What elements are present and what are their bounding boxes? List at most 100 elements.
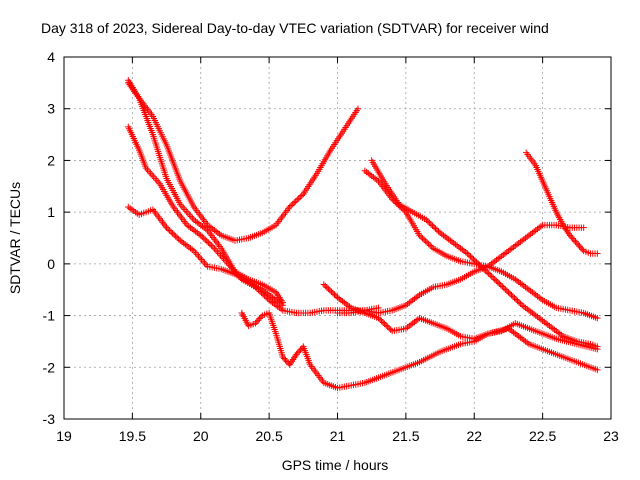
x-tick-label: 22.5 bbox=[529, 428, 556, 444]
data-point bbox=[173, 234, 181, 241]
data-point bbox=[485, 270, 492, 277]
data-point bbox=[594, 366, 601, 374]
data-point bbox=[378, 317, 385, 325]
data-point bbox=[252, 320, 259, 327]
data-point bbox=[279, 299, 286, 306]
data-point bbox=[483, 268, 491, 276]
data-point bbox=[419, 235, 426, 242]
x-tick-label: 22 bbox=[466, 428, 482, 444]
data-point bbox=[422, 237, 429, 245]
data-point bbox=[490, 274, 497, 282]
data-point bbox=[172, 233, 179, 240]
data-point bbox=[293, 351, 300, 358]
x-tick-label: 21 bbox=[330, 428, 346, 444]
series-track-10 bbox=[523, 149, 601, 257]
data-point bbox=[297, 193, 304, 201]
data-point bbox=[429, 222, 436, 229]
data-point bbox=[376, 316, 384, 323]
data-point bbox=[287, 202, 295, 209]
data-point bbox=[379, 319, 387, 326]
data-point bbox=[205, 239, 212, 246]
data-point bbox=[381, 320, 388, 328]
data-point bbox=[208, 242, 215, 249]
data-point bbox=[416, 232, 423, 239]
data-point bbox=[253, 318, 261, 325]
x-tick-label: 20 bbox=[193, 428, 209, 444]
data-point bbox=[426, 219, 433, 226]
data-point bbox=[202, 236, 209, 243]
data-point bbox=[500, 284, 508, 292]
data-point bbox=[470, 256, 477, 263]
data-point bbox=[280, 355, 288, 362]
data-point bbox=[517, 300, 524, 307]
data-point bbox=[509, 293, 517, 300]
data-point bbox=[573, 239, 581, 247]
data-point bbox=[200, 235, 207, 242]
data-point bbox=[473, 258, 480, 266]
data-point bbox=[282, 356, 289, 364]
data-point bbox=[497, 281, 505, 289]
data-point bbox=[326, 287, 334, 294]
data-point bbox=[206, 240, 214, 248]
x-tick-label: 19.5 bbox=[119, 428, 146, 444]
data-point bbox=[515, 299, 523, 306]
data-point bbox=[464, 250, 471, 257]
data-point bbox=[289, 200, 296, 208]
data-point bbox=[384, 323, 391, 330]
data-point bbox=[594, 343, 601, 350]
data-point bbox=[432, 225, 439, 232]
data-point bbox=[496, 280, 503, 287]
series-track-9 bbox=[334, 221, 587, 317]
data-point bbox=[576, 243, 583, 250]
data-point bbox=[433, 226, 441, 234]
data-point bbox=[514, 297, 521, 305]
y-tick-label: 1 bbox=[47, 204, 55, 220]
data-point bbox=[488, 273, 495, 280]
data-point bbox=[286, 203, 293, 211]
data-point bbox=[471, 257, 479, 264]
data-point bbox=[494, 279, 502, 286]
data-point bbox=[487, 271, 494, 279]
data-point bbox=[329, 289, 337, 297]
data-point bbox=[508, 291, 515, 299]
data-point bbox=[279, 353, 286, 361]
data-point bbox=[167, 228, 175, 236]
data-point bbox=[502, 286, 509, 293]
grid bbox=[64, 57, 611, 419]
data-point bbox=[254, 317, 262, 324]
data-point bbox=[435, 228, 442, 235]
y-tick-label: 2 bbox=[47, 152, 55, 168]
series-track-8 bbox=[368, 157, 601, 350]
data-point bbox=[566, 232, 574, 239]
y-tick-label: -2 bbox=[43, 359, 56, 375]
data-point bbox=[320, 281, 328, 288]
data-point bbox=[166, 227, 173, 234]
x-tick-label: 21.5 bbox=[392, 428, 419, 444]
data-point bbox=[428, 243, 435, 251]
data-point bbox=[297, 346, 304, 353]
series-track-5 bbox=[238, 309, 601, 392]
data-point bbox=[491, 276, 498, 283]
data-point bbox=[423, 239, 431, 246]
y-tick-label: -3 bbox=[43, 411, 56, 427]
y-tick-label: 0 bbox=[47, 256, 55, 272]
data-point bbox=[169, 230, 176, 237]
data-point bbox=[423, 216, 430, 224]
y-axis-label: SDTVAR / TECUs bbox=[7, 182, 23, 294]
data-series bbox=[125, 77, 601, 392]
data-point bbox=[164, 225, 172, 233]
data-point bbox=[476, 261, 483, 269]
data-point bbox=[203, 237, 211, 245]
data-point bbox=[465, 251, 473, 259]
data-point bbox=[574, 241, 582, 248]
data-point bbox=[499, 283, 506, 290]
chart-title: Day 318 of 2023, Sidereal Day-to-day VTE… bbox=[41, 20, 549, 36]
series-track-4 bbox=[125, 79, 286, 306]
data-point bbox=[257, 313, 265, 321]
data-point bbox=[570, 236, 578, 244]
data-point bbox=[493, 277, 500, 285]
data-point bbox=[568, 233, 575, 241]
x-axis-label: GPS time / hours bbox=[282, 457, 389, 473]
